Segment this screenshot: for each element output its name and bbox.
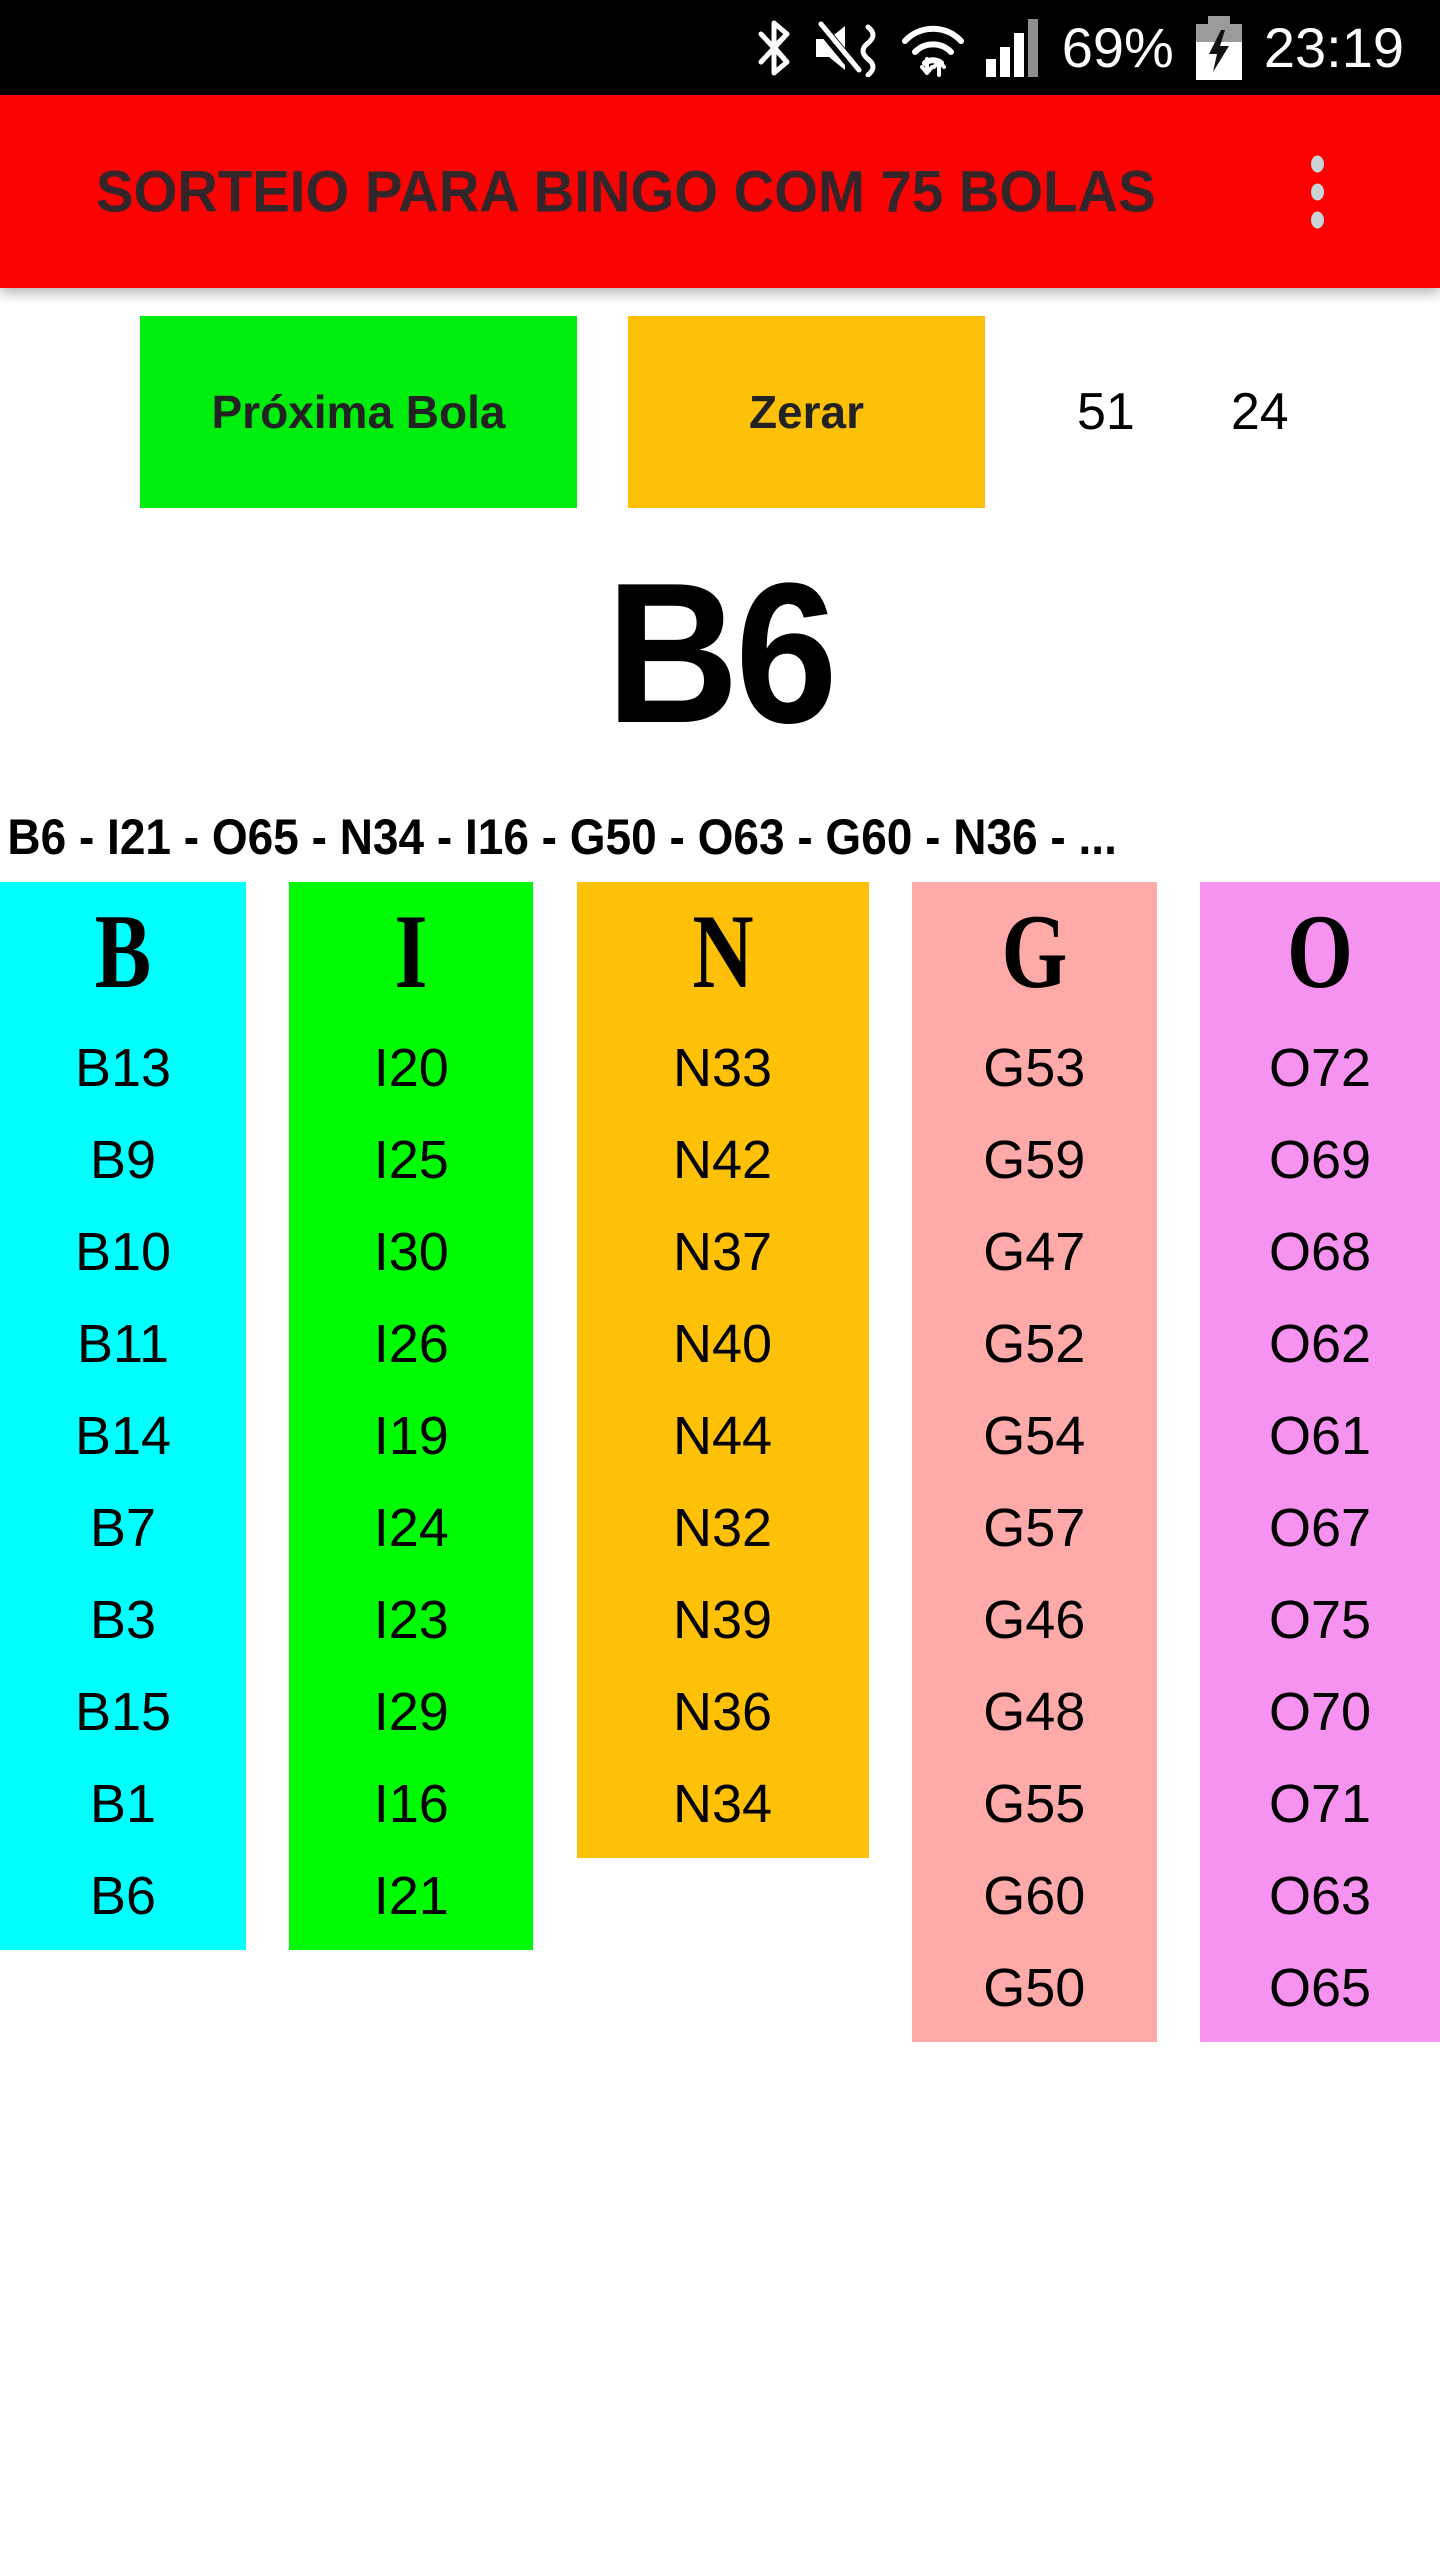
ball-cell: I19 [373, 1406, 449, 1466]
battery-charging-icon [1195, 15, 1242, 80]
column-header-N: N [691, 893, 754, 1010]
drawn-count: 51 [1077, 383, 1135, 441]
ball-cell: B9 [89, 1130, 157, 1190]
column-header-B: B [94, 893, 152, 1010]
ball-cell: O63 [1268, 1866, 1372, 1926]
status-bar: 69% 23:19 [0, 0, 1440, 95]
ball-cell: N36 [672, 1682, 773, 1742]
ball-cell: O69 [1268, 1130, 1372, 1190]
ball-cell: I26 [373, 1314, 449, 1374]
ball-cell: I21 [373, 1866, 449, 1926]
ball-cell: B3 [89, 1590, 157, 1650]
ball-cell: I24 [373, 1498, 449, 1558]
ball-cell: N42 [672, 1130, 773, 1190]
ball-cell: G47 [983, 1222, 1086, 1282]
ball-cell: G60 [983, 1866, 1086, 1926]
ball-cell: N34 [672, 1774, 773, 1834]
remaining-count: 24 [1230, 383, 1289, 441]
column-header-O: O [1287, 893, 1353, 1010]
app-bar: SORTEIO PARA BINGO COM 75 BOLAS [0, 95, 1440, 288]
ball-cell: G52 [983, 1314, 1086, 1374]
ball-cell: B1 [89, 1774, 157, 1834]
ball-cell: B7 [89, 1498, 157, 1558]
column-G: G G53 G59 G47 G52 G54 G57 G46 G48 G55 G60 G50 [911, 882, 1157, 2042]
ball-cell: N32 [672, 1498, 773, 1558]
ball-cell: O68 [1268, 1222, 1372, 1282]
ball-cell: G59 [983, 1130, 1086, 1190]
ball-cell: B14 [74, 1406, 172, 1466]
app-title: SORTEIO PARA BINGO COM 75 BOLAS [96, 159, 1156, 224]
ball-cell: B13 [74, 1038, 172, 1098]
battery-percent-text: 69% [1061, 16, 1174, 79]
column-B: B B13 B9 B10 B11 B14 B7 B3 B15 B1 B6 [0, 882, 246, 1950]
volume-mute-icon [814, 20, 876, 77]
ball-cell: I20 [373, 1038, 449, 1098]
ball-cell: G53 [983, 1038, 1086, 1098]
ball-cell: N40 [672, 1314, 773, 1374]
bingo-board: B B13 B9 B10 B11 B14 B7 B3 B15 B1 B6 I I20 I25 I30 I26 I… [0, 882, 1440, 2042]
column-O: O O72 O69 O68 O62 O61 O67 O75 O70 O71 O63 O65 [1200, 882, 1440, 2042]
column-header-G: G [1001, 893, 1068, 1010]
ball-cell: I29 [373, 1682, 449, 1742]
ball-cell: O65 [1268, 1958, 1372, 2018]
ball-cell: I16 [373, 1774, 449, 1834]
ball-cell: G54 [983, 1406, 1086, 1466]
ball-cell: O61 [1268, 1406, 1372, 1466]
wifi-icon [901, 25, 964, 77]
ball-cell: G50 [983, 1958, 1086, 2018]
next-ball-button[interactable]: Próxima Bola [140, 316, 577, 508]
ball-cell: I25 [373, 1130, 449, 1190]
ball-cell: O72 [1268, 1038, 1372, 1098]
bluetooth-icon [758, 20, 790, 75]
ball-cell: G46 [983, 1590, 1086, 1650]
current-ball-label: B6 [606, 542, 838, 765]
ball-cell: B11 [76, 1314, 170, 1374]
column-I: I I20 I25 I30 I26 I19 I24 I23 I29 I16 I21 [289, 882, 534, 1950]
ball-cell: O62 [1268, 1314, 1372, 1374]
history-line: B6 - I21 - O65 - N34 - I16 - G50 - O63 -… [7, 809, 1117, 865]
ball-cell: N39 [672, 1590, 773, 1650]
ball-cell: O67 [1268, 1498, 1372, 1558]
ball-cell: G48 [983, 1682, 1086, 1742]
column-N: N N33 N42 N37 N40 N44 N32 N39 N36 N34 [576, 882, 869, 1858]
ball-cell: B10 [74, 1222, 172, 1282]
clock-text: 23:19 [1263, 16, 1404, 79]
ball-cell: O71 [1268, 1774, 1372, 1834]
ball-cell: N37 [672, 1222, 773, 1282]
reset-button[interactable]: Zerar [628, 316, 985, 508]
ball-cell: I30 [373, 1222, 449, 1282]
signal-icon [985, 18, 1038, 77]
ball-cell: G57 [983, 1498, 1086, 1558]
column-header-I: I [394, 893, 428, 1010]
ball-cell: I23 [373, 1590, 449, 1650]
ball-cell: O75 [1268, 1590, 1372, 1650]
overflow-menu-button[interactable] [1301, 145, 1334, 238]
ball-cell: B15 [74, 1682, 172, 1742]
controls-row: Próxima Bola Zerar 51 24 [0, 316, 1440, 508]
main-content: Próxima Bola Zerar 51 24 B6 B6 - I21 - O… [0, 316, 1440, 2042]
ball-cell: B6 [89, 1866, 157, 1926]
ball-cell: O70 [1268, 1682, 1372, 1742]
ball-cell: N44 [672, 1406, 773, 1466]
ball-cell: N33 [672, 1038, 773, 1098]
ball-cell: G55 [983, 1774, 1086, 1834]
